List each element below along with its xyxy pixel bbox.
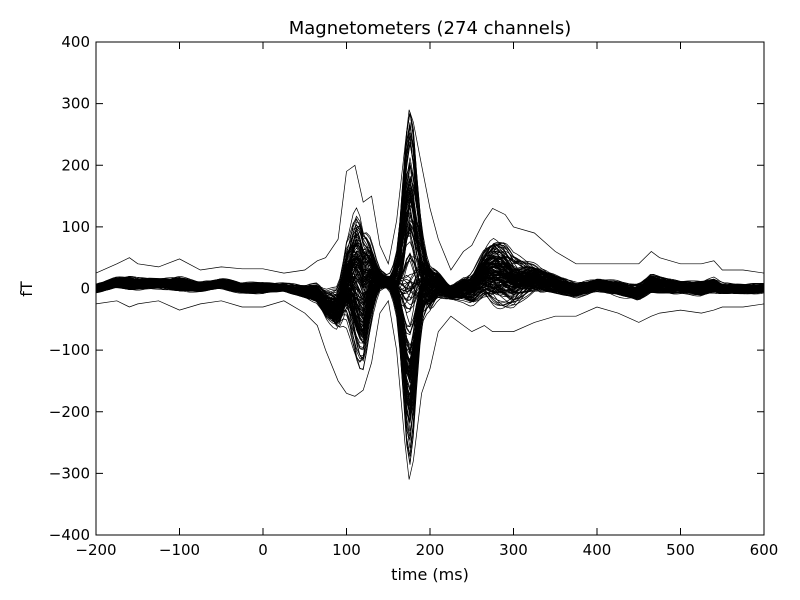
chart-title: Magnetometers (274 channels) [289, 18, 572, 39]
x-tick-label: 400 [583, 541, 612, 559]
channel-trace [95, 243, 765, 404]
channel-trace [95, 230, 765, 456]
channel-trace [95, 207, 765, 431]
channel-trace [95, 224, 765, 338]
x-tick-label: 100 [332, 541, 361, 559]
channel-trace [95, 267, 765, 380]
channel-trace [95, 189, 765, 335]
y-tick-label: 200 [61, 156, 90, 174]
axis-ticks: −200 −100 0 100 200 300 400 500 600 −400 −300 −200 −… [49, 33, 779, 559]
x-tick-label: 200 [416, 541, 445, 559]
y-tick-label: 400 [61, 33, 90, 51]
channel-traces [95, 109, 765, 480]
y-tick-label: −300 [49, 464, 90, 482]
channel-trace [95, 112, 765, 371]
channel-trace [95, 232, 765, 415]
channel-trace [95, 124, 765, 370]
channel-trace [95, 175, 765, 335]
channel-trace-lower-envelope [95, 299, 765, 480]
channel-trace [95, 225, 765, 417]
channel-trace [95, 218, 765, 465]
channel-trace [95, 224, 765, 441]
channel-trace [95, 233, 765, 422]
channel-trace [95, 132, 765, 362]
x-tick-label: 600 [750, 541, 779, 559]
x-axis-label: time (ms) [391, 565, 469, 584]
channel-trace [95, 227, 765, 397]
x-tick-label: 300 [499, 541, 528, 559]
y-tick-label: −200 [49, 403, 90, 421]
channel-trace [95, 231, 764, 401]
y-tick-label: −400 [49, 526, 90, 544]
channel-trace [95, 157, 765, 362]
y-tick-label: 0 [80, 280, 90, 298]
channel-trace [95, 112, 765, 344]
channel-trace [95, 136, 765, 363]
y-tick-label: 300 [61, 95, 90, 113]
channel-trace [95, 224, 765, 414]
x-tick-label: 500 [666, 541, 695, 559]
y-tick-label: −100 [49, 341, 90, 359]
channel-trace [95, 218, 764, 457]
channel-trace [95, 124, 765, 360]
channel-trace [95, 126, 765, 351]
channel-trace [95, 225, 765, 412]
channel-trace [95, 227, 765, 407]
x-tick-label: 0 [258, 541, 268, 559]
x-tick-label: −200 [75, 541, 116, 559]
channel-trace [95, 178, 765, 345]
channel-trace-upper-envelope [95, 109, 765, 274]
channel-trace [95, 235, 765, 424]
channel-trace [95, 163, 765, 334]
y-tick-label: 100 [61, 218, 90, 236]
channel-trace [95, 221, 765, 420]
channel-trace [95, 141, 765, 340]
x-tick-label: −100 [159, 541, 200, 559]
y-axis-label: fT [17, 281, 36, 297]
channel-trace [95, 112, 764, 360]
